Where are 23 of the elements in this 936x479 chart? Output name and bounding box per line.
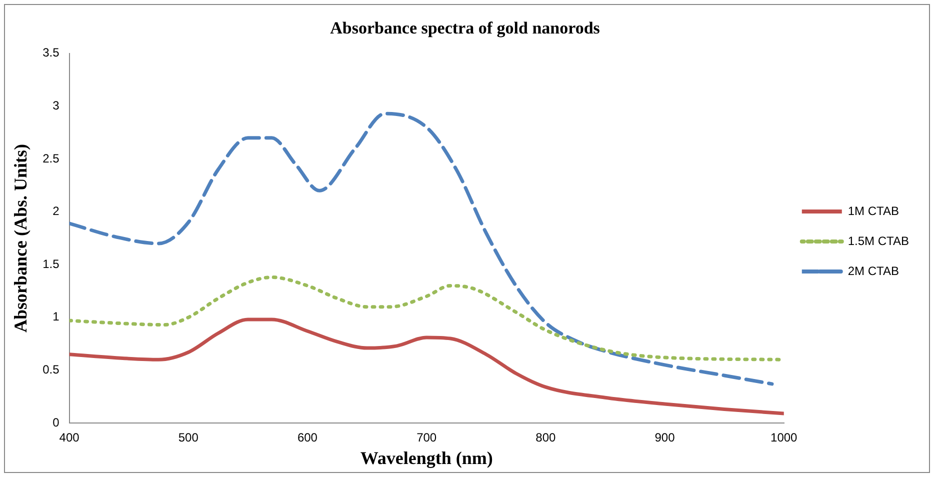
- x-tick-label: 900: [654, 430, 676, 445]
- x-tick-label: 600: [297, 430, 318, 445]
- y-tick-label: 0: [52, 415, 60, 430]
- legend-label: 1M CTAB: [848, 204, 899, 218]
- x-tick-label: 400: [59, 430, 80, 445]
- y-tick-label: 2.5: [42, 151, 60, 166]
- legend-label: 1.5M CTAB: [848, 234, 909, 248]
- line-series: [69, 318, 784, 416]
- y-tick-label: 0.5: [42, 362, 60, 377]
- y-tick-label: 3: [52, 98, 60, 113]
- y-tick-label: 1.5: [42, 256, 60, 271]
- x-axis-title: Wavelength (nm): [360, 448, 493, 468]
- x-tick-label: 1000: [770, 430, 798, 445]
- x-tick-label: 500: [178, 430, 199, 445]
- y-tick-label: 1: [52, 310, 60, 324]
- y-axis-title: Absorbance (Abs. Units): [10, 144, 30, 332]
- y-tick-label: 3.5: [42, 46, 60, 60]
- x-tick-label: 800: [536, 430, 556, 445]
- line-series: [69, 112, 774, 386]
- y-tick-label: 2: [52, 204, 60, 218]
- chart-title: Absorbance spectra of gold nanorods: [330, 18, 600, 38]
- legend-label: 2M CTAB: [848, 264, 899, 278]
- x-tick-label: 700: [416, 430, 437, 445]
